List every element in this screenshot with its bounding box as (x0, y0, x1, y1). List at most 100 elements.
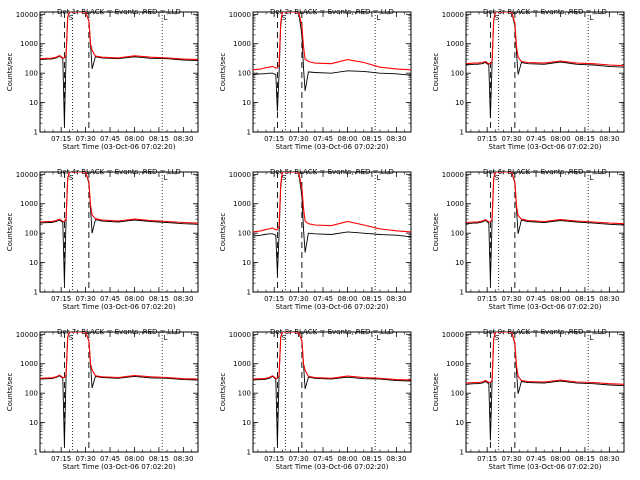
l-marker-label: L (589, 14, 593, 22)
x-tick-label: 08:30 (386, 135, 406, 143)
y-tick-label: 10 (455, 259, 464, 267)
x-axis-label: Start Time (03-Oct-06 07:02:20) (63, 303, 176, 311)
x-tick-label: 07:45 (526, 135, 546, 143)
chart-title: Det 7r BLACK = Events, RED = LLD (57, 328, 181, 336)
s-marker-label: S (282, 14, 287, 22)
y-tick-label: 100 (238, 230, 251, 238)
y-axis-label: Counts/sec (6, 373, 14, 412)
x-tick-label: 07:15 (477, 455, 497, 463)
y-tick-label: 10 (242, 99, 251, 107)
l-marker-label: L (163, 334, 167, 342)
y-tick-label: 10 (242, 419, 251, 427)
y-tick-label: 1 (460, 129, 464, 137)
s-marker-label: S (69, 334, 74, 342)
y-tick-label: 1000 (20, 360, 38, 368)
chart-title: Det 6r BLACK = Events, RED = LLD (483, 168, 607, 176)
x-tick-label: 08:15 (149, 295, 169, 303)
lld-series-line (253, 12, 411, 71)
x-tick-label: 07:30 (502, 295, 522, 303)
lld-series-line (40, 12, 198, 61)
x-tick-label: 08:00 (550, 295, 570, 303)
x-tick-label: 08:15 (362, 135, 382, 143)
events-series-line (40, 172, 198, 284)
y-axis-label: Counts/sec (219, 213, 227, 252)
y-tick-label: 100 (451, 230, 464, 238)
x-tick-label: 08:00 (550, 455, 570, 463)
lld-series-line (466, 12, 624, 67)
chart-panel-4: Det 4r BLACK = Events, RED = LLD 1 10 100 10… (6, 168, 199, 311)
x-tick-label: 08:00 (550, 135, 570, 143)
x-tick-label: 07:30 (289, 455, 309, 463)
s-marker-label: S (495, 14, 500, 22)
chart-panel-7: Det 7r BLACK = Events, RED = LLD 1 10 100 10… (6, 328, 199, 471)
y-tick-label: 100 (451, 390, 464, 398)
lld-series-line (253, 332, 411, 381)
y-tick-label: 10 (455, 419, 464, 427)
s-marker-label: S (282, 174, 287, 182)
y-axis-label: Counts/sec (432, 373, 440, 412)
y-tick-label: 10000 (229, 331, 251, 339)
chart-panel-2: Det 2r BLACK = Events, RED = LLD 1 10 100 10… (219, 8, 412, 151)
series-group (466, 12, 624, 119)
x-tick-label: 08:15 (149, 135, 169, 143)
y-tick-label: 1 (247, 129, 251, 137)
plot-frame (465, 171, 625, 293)
s-marker-label: S (495, 174, 500, 182)
y-axis-label: Counts/sec (219, 373, 227, 412)
x-tick-label: 07:15 (477, 135, 497, 143)
x-tick-label: 07:45 (313, 455, 333, 463)
x-tick-label: 08:15 (149, 455, 169, 463)
lld-series-line (466, 332, 624, 385)
y-tick-label: 1 (460, 449, 464, 457)
y-tick-label: 10 (242, 259, 251, 267)
y-axis-label: Counts/sec (432, 53, 440, 92)
x-tick-label: 08:00 (337, 295, 357, 303)
x-tick-label: 08:15 (575, 455, 595, 463)
y-tick-label: 1 (34, 289, 38, 297)
x-tick-label: 07:45 (100, 135, 120, 143)
y-tick-label: 10 (29, 259, 38, 267)
y-tick-label: 1 (247, 449, 251, 457)
x-tick-label: 07:30 (76, 295, 96, 303)
y-axis-label: Counts/sec (6, 53, 14, 92)
series-group (40, 172, 198, 284)
series-group (253, 332, 411, 445)
events-series-line (253, 172, 411, 275)
l-marker-label: L (163, 14, 167, 22)
x-tick-label: 08:00 (124, 455, 144, 463)
lld-series-line (466, 172, 624, 225)
x-tick-label: 08:15 (575, 135, 595, 143)
chart-title: Det 3r BLACK = Events, RED = LLD (483, 8, 607, 16)
y-tick-label: 10 (455, 99, 464, 107)
lld-series-line (40, 172, 198, 224)
lld-series-line (253, 172, 411, 233)
x-tick-label: 07:15 (51, 135, 71, 143)
x-tick-label: 08:30 (173, 135, 193, 143)
events-series-line (466, 172, 624, 284)
y-tick-label: 100 (451, 70, 464, 78)
y-tick-label: 10000 (16, 331, 38, 339)
y-tick-label: 100 (25, 230, 38, 238)
y-tick-label: 10000 (442, 171, 464, 179)
x-tick-label: 07:45 (313, 295, 333, 303)
y-tick-label: 10000 (229, 171, 251, 179)
x-tick-label: 08:30 (599, 295, 619, 303)
x-tick-label: 08:00 (337, 455, 357, 463)
chart-title: Det 4r BLACK = Events, RED = LLD (57, 168, 181, 176)
x-axis-label: Start Time (03-Oct-06 07:02:20) (276, 303, 389, 311)
x-axis-label: Start Time (03-Oct-06 07:02:20) (489, 463, 602, 471)
x-tick-label: 07:15 (477, 295, 497, 303)
x-tick-label: 07:15 (51, 455, 71, 463)
plot-frame (39, 331, 199, 453)
y-tick-label: 1000 (20, 200, 38, 208)
x-axis-label: Start Time (03-Oct-06 07:02:20) (489, 143, 602, 151)
l-marker-label: L (589, 334, 593, 342)
y-tick-label: 1000 (446, 40, 464, 48)
chart-title: Det 2r BLACK = Events, RED = LLD (270, 8, 394, 16)
chart-panel-5: Det 5r BLACK = Events, RED = LLD 1 10 100 10… (219, 168, 412, 311)
y-tick-label: 1 (460, 289, 464, 297)
s-marker-label: S (282, 334, 287, 342)
y-tick-label: 1000 (446, 360, 464, 368)
x-tick-label: 07:15 (264, 135, 284, 143)
